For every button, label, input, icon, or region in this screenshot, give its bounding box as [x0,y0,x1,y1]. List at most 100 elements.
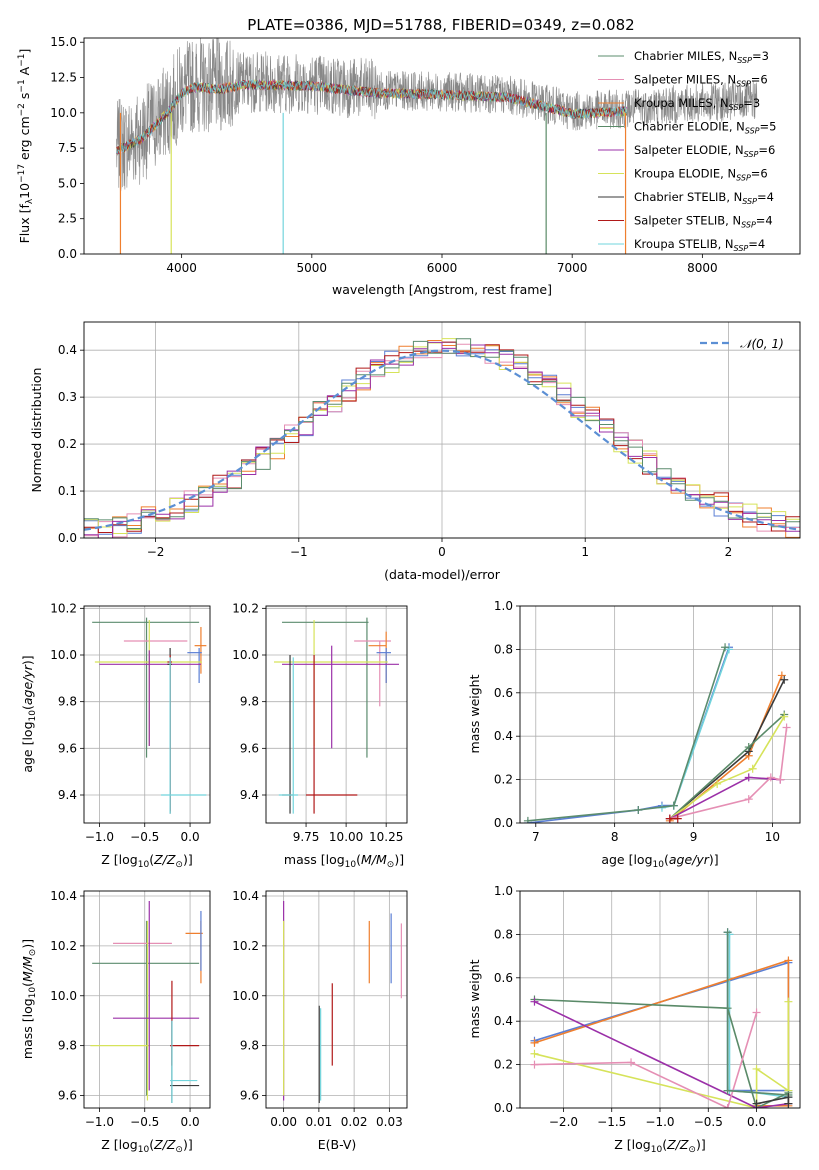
histogram-series [84,338,800,529]
z_mass-plot-area [90,900,203,1104]
legend-sub: SSP [736,174,751,183]
y-tick-label: 9.8 [240,695,259,709]
legend-nssp: =4 [756,214,773,228]
y-tick-label: 12.5 [50,71,77,85]
weight-marker [530,1049,539,1058]
z_age-axes: −1.0 −0.5 0.0 9.4 9.6 9.8 10.0 10.2 [50,601,210,844]
figure-title: PLATE=0386, MJD=51788, FIBERID=0349, z=0… [247,16,634,34]
label-part: ( [662,1137,667,1152]
y-tick-label: 1.0 [494,599,513,613]
weight-marker [725,930,734,939]
y-axis-label: Normed distribution [29,368,44,493]
y-tick-label: 0.2 [494,1058,513,1072]
label-part: ⊙ [387,860,395,870]
weight-marker [780,712,789,721]
x-tick-label: −1.0 [85,830,114,844]
label-part: −17 [17,164,27,183]
legend-model-name: Kroupa MILES, N [634,96,729,110]
weight-marker [782,723,791,732]
x-tick-label: 0.00 [270,1115,297,1129]
x-tick-label: 7000 [557,261,588,275]
label-part: Flux [f [17,204,32,244]
legend-entry: Kroupa MILES, NSSP=3 [634,96,760,112]
legend-nssp: =6 [751,73,768,87]
ebv_mass-plot-area [283,900,402,1104]
x-tick-label: 9.75 [293,830,320,844]
legend-nssp: =5 [760,120,777,134]
weight-marker [723,1086,732,1095]
x-tick-label: −0.5 [130,1115,159,1129]
legend-entry: Chabrier STELIB, NSSP=4 [634,190,774,206]
y-tick-label: 10.0 [232,648,259,662]
y-tick-label: 0.1 [58,484,77,498]
weight-series [669,679,785,820]
y-tick-label: 10.2 [232,939,259,953]
legend-model-name: Chabrier MILES, N [634,49,737,63]
x-tick-label: −0.5 [694,1115,723,1129]
x-tick-label: 10.00 [329,830,363,844]
y-tick-label: 9.6 [240,1089,259,1103]
label-part: Z [log [101,1137,137,1152]
y-tick-label: 0.6 [494,971,513,985]
weight-marker [627,1058,636,1067]
weight-marker [725,645,734,654]
z_age-plot-area [92,617,207,814]
label-part: 10 [28,710,38,722]
y-tick-label: 0.8 [494,927,513,941]
z_mass-frame [83,890,211,1109]
weight-marker [673,814,682,823]
z_weight-plot-area [530,928,793,1108]
x-tick-label: 9 [690,830,698,844]
legend-nssp: =6 [751,167,768,181]
label-part: age/yr [20,664,35,705]
age_weight-axes: 7 8 9 10 0.0 0.2 0.4 0.6 0.8 1.0 [494,599,800,844]
label-part: Z/Z [153,1137,176,1152]
legend-nssp: =3 [743,96,760,110]
mass_age-plot-area [274,617,399,814]
label-part: mass [log [20,998,35,1059]
weight-marker [530,1060,539,1069]
label-part: )] [183,1137,193,1152]
x-axis-label: age [log10(age/yr)] [601,852,718,870]
y-tick-label: 9.4 [240,788,259,802]
y-tick-label: 10.0 [50,989,77,1003]
legend-sub: SSP [737,56,752,65]
legend-model-name: Kroupa ELODIE, N [634,167,736,181]
legend-entry: Salpeter STELIB, NSSP=4 [634,214,773,230]
legend-sub: SSP [729,103,744,112]
y-tick-label: 2.5 [58,212,77,226]
y-tick-label: 9.8 [240,1039,259,1053]
mass_age-axes: 9.75 10.00 10.25 9.4 9.6 9.8 10.0 10.2 [232,601,407,844]
y-tick-label: 0.4 [494,729,513,743]
weight-marker [752,1008,761,1017]
legend-entry: Kroupa STELIB, NSSP=4 [634,237,765,253]
weight-marker [634,805,643,814]
spectrum-axes: 4000 5000 6000 7000 8000 0.0 2.5 5.0 7.5 10.0 12.5… [50,35,717,275]
legend-sub: SSP [744,150,759,159]
y-tick-label: 9.4 [58,788,77,802]
y-tick-label: 0.0 [58,247,77,261]
label-part: 10 [138,1145,150,1155]
y-tick-label: 7.5 [58,141,77,155]
x-axis-label: E(B-V) [318,1137,357,1152]
legend-sub: SSP [742,197,757,206]
legend-nssp: =6 [758,143,775,157]
weight-marker [780,675,789,684]
x-tick-label: −2 [147,545,165,559]
x-axis-label: Z [log10(Z/Z⊙)] [101,1137,192,1155]
y-tick-label: 0.0 [494,816,513,830]
label-part: erg cm [17,116,32,164]
weight-marker [665,814,674,823]
x-tick-label: 2 [725,545,733,559]
y-axis-label: mass weight [467,959,482,1038]
y-tick-label: 1.0 [494,884,513,898]
label-part: M/M [20,956,35,982]
weight-series [527,646,726,822]
label-part: −1 [17,79,27,92]
legend-model-name: Chabrier ELODIE, N [634,120,745,134]
legend-entry: Chabrier ELODIE, NSSP=5 [634,120,776,136]
spectrum-plot-area [116,38,758,254]
y-tick-label: 0.8 [494,642,513,656]
label-part: A [17,66,32,79]
